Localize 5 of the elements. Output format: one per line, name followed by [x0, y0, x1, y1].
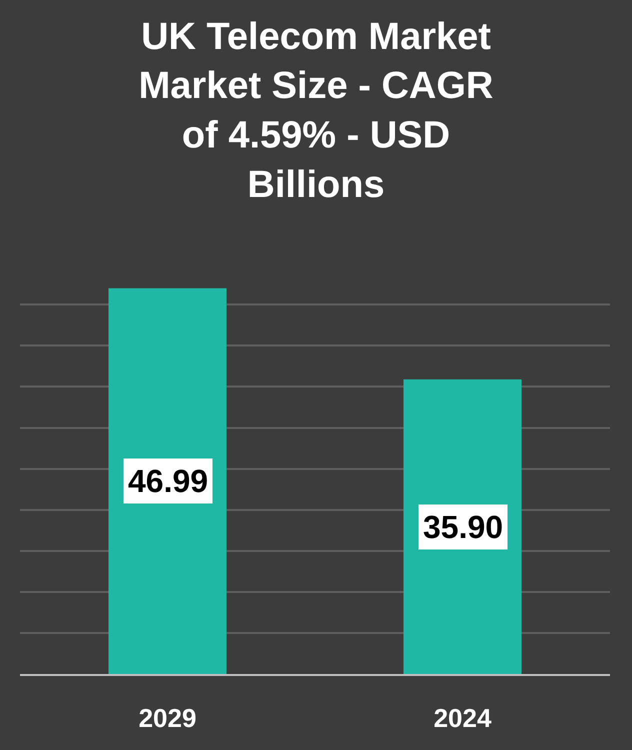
chart-title: UK Telecom Market Market Size - CAGR of 4.59% - USD Billions [138, 16, 494, 206]
x-tick-label: 2024 [434, 702, 492, 733]
data-label: 46.99 [128, 463, 208, 499]
x-tick-label: 2029 [138, 702, 196, 733]
data-label: 35.90 [423, 509, 504, 545]
